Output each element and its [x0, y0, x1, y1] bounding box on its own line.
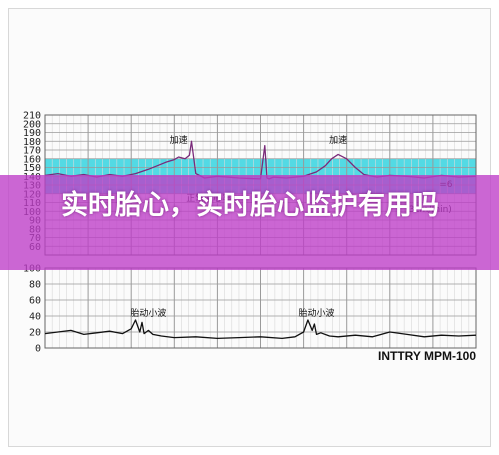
y-tick-label: 150 — [23, 163, 41, 174]
y-tick-label: 40 — [29, 312, 41, 323]
toco-trace — [44, 319, 477, 340]
annotation-label: 加速 — [329, 135, 347, 146]
y-tick-label: 160 — [23, 154, 41, 165]
annotation-label: 胎动小波 — [299, 307, 335, 319]
y-tick-label: 20 — [29, 328, 41, 339]
y-tick-label: 80 — [29, 280, 41, 291]
y-tick-label: 0 — [35, 344, 41, 355]
y-tick-label: 190 — [23, 128, 41, 139]
y-tick-label: 210 — [23, 111, 41, 122]
annotation-label: 加速 — [170, 135, 188, 146]
device-label: INTTRY MPM-100 — [378, 349, 476, 363]
annotation-label: 胎动小波 — [130, 307, 166, 319]
y-tick-label: 60 — [29, 296, 41, 307]
title-banner — [0, 175, 499, 270]
y-tick-label: 180 — [23, 137, 41, 148]
banner-title: 实时胎心，实时胎心监护有用吗 — [61, 190, 439, 221]
y-tick-label: 170 — [23, 146, 41, 157]
toco-chart: 020406080100胎动小波胎动小波 — [23, 264, 477, 355]
y-tick-label: 200 — [23, 119, 41, 130]
